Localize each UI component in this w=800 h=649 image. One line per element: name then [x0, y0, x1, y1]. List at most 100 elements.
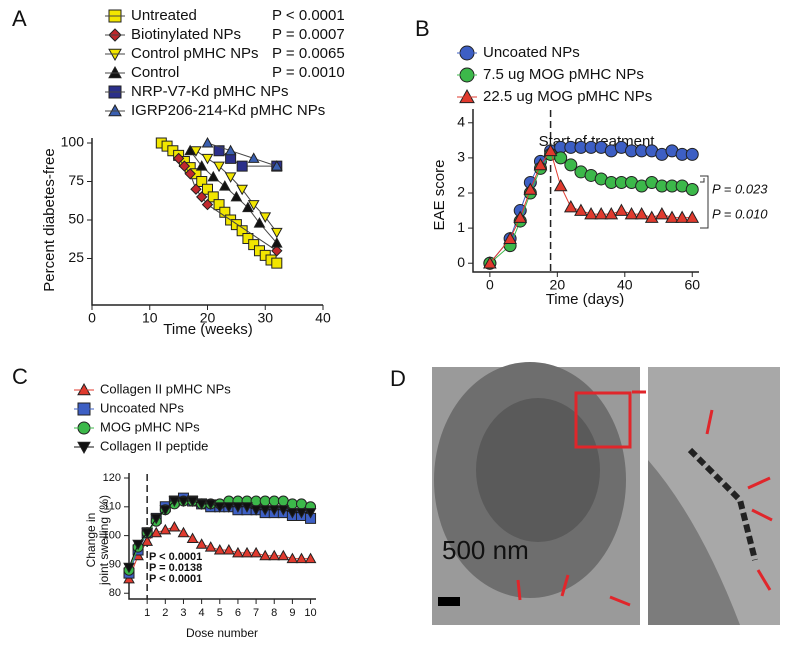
p-value: P = 0.010 [712, 206, 768, 221]
marker [150, 513, 163, 525]
legend-label: NRP-V7-Kd pMHC NPs [131, 83, 289, 100]
panel-label: C [12, 364, 28, 389]
marker [195, 538, 208, 549]
marker [624, 207, 639, 220]
legend-label: IGRP206-214-Kd pMHC NPs [131, 102, 325, 119]
marker [241, 546, 253, 558]
legend-label: MOG pMHC NPs [100, 419, 200, 434]
x-tick-label: 1 [144, 607, 150, 619]
marker [277, 549, 290, 561]
marker [574, 203, 588, 216]
x-axis-label: Time (days) [546, 291, 625, 308]
legend-label: 7.5 ug MOG pMHC NPs [483, 66, 644, 83]
y-tick-label: 25 [68, 249, 84, 265]
marker [286, 552, 299, 564]
series-line [218, 150, 277, 167]
legend-marker [77, 382, 91, 396]
marker [523, 182, 538, 195]
marker [241, 502, 253, 513]
marker [584, 207, 598, 220]
y-tick-label: 120 [103, 472, 121, 484]
marker [271, 245, 283, 257]
marker [253, 217, 266, 228]
x-tick-label: 30 [257, 310, 273, 326]
marker [201, 136, 214, 148]
marker [236, 184, 248, 196]
arrows [516, 574, 631, 607]
y-tick-label: 90 [109, 558, 121, 570]
marker [224, 172, 237, 183]
x-tick-label: 0 [486, 277, 494, 293]
bracket-tick [700, 178, 705, 183]
x-tick-label: 8 [271, 607, 277, 619]
marker [503, 231, 517, 244]
x-tick-label: 4 [199, 607, 205, 619]
marker [123, 562, 135, 574]
x-tick-label: 40 [315, 310, 331, 326]
marker [259, 495, 271, 507]
legend-label: 22.5 ug MOG pMHC NPs [483, 88, 652, 105]
x-tick-label: 10 [142, 310, 158, 326]
marker [223, 502, 235, 513]
x-tick-label: 20 [550, 277, 566, 293]
y-tick-label: 100 [103, 530, 121, 542]
marker [196, 191, 208, 203]
marker [250, 546, 262, 558]
p-value: P = 0.0007 [272, 26, 345, 43]
nucleus [476, 398, 600, 542]
marker [247, 200, 260, 211]
marker [513, 210, 528, 223]
marker [286, 508, 299, 519]
marker [204, 541, 217, 552]
marker [614, 203, 629, 216]
marker [178, 160, 191, 172]
marker [190, 183, 202, 195]
y-tick-label: 4 [457, 113, 465, 129]
x-tick-label: 7 [253, 607, 259, 619]
marker [232, 502, 244, 513]
marker [218, 180, 231, 191]
x-tick-label: 20 [200, 310, 216, 326]
marker [268, 505, 281, 516]
inset-box [574, 391, 632, 449]
marker [295, 508, 308, 519]
micrograph-panel: D 500 nm [390, 362, 780, 625]
marker [604, 207, 619, 220]
marker [150, 526, 163, 538]
legend-marker [459, 88, 475, 104]
y-tick-label: 0 [457, 254, 465, 270]
legend-marker [108, 65, 122, 79]
y-axis-label: EAE score [431, 160, 448, 231]
marker [295, 498, 307, 510]
marker [685, 147, 699, 161]
marker [286, 498, 298, 510]
marker [554, 151, 568, 165]
marker [543, 143, 558, 157]
marker [270, 237, 283, 248]
p-value: P = 0.0138 [149, 562, 202, 574]
marker [259, 212, 272, 223]
marker [655, 207, 669, 220]
marker [483, 256, 497, 269]
marker [230, 190, 243, 202]
x-tick-label: 6 [235, 607, 241, 619]
significance-brackets [700, 175, 709, 229]
panel-label: B [415, 16, 430, 41]
y-tick-label: 3 [457, 149, 465, 165]
marker [553, 178, 568, 192]
marker [172, 152, 185, 165]
marker [177, 496, 190, 508]
p-value: P = 0.023 [712, 181, 768, 196]
legend-marker [77, 441, 91, 455]
y-tick-label: 1 [457, 219, 465, 235]
marker [665, 210, 679, 223]
marker [250, 495, 262, 507]
marker [168, 520, 181, 532]
y-tick-label: 80 [109, 587, 121, 599]
marker [270, 160, 283, 171]
marker [295, 552, 308, 564]
cell-edge [648, 460, 740, 625]
legend-label: Control [131, 64, 179, 81]
scale-bar [438, 597, 460, 606]
marker [644, 210, 659, 223]
